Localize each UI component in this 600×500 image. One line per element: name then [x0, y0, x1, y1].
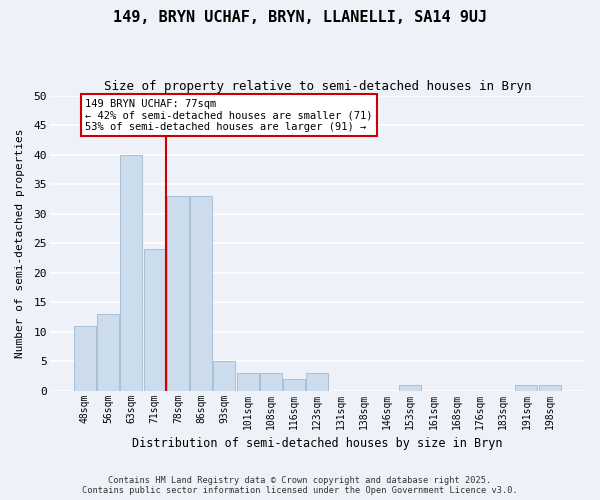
Bar: [214, 361, 235, 390]
Bar: [97, 314, 119, 390]
Bar: [306, 373, 328, 390]
Bar: [190, 196, 212, 390]
Y-axis label: Number of semi-detached properties: Number of semi-detached properties: [15, 128, 25, 358]
Bar: [167, 196, 189, 390]
Bar: [515, 384, 538, 390]
Text: Contains HM Land Registry data © Crown copyright and database right 2025.
Contai: Contains HM Land Registry data © Crown c…: [82, 476, 518, 495]
Text: 149 BRYN UCHAF: 77sqm
← 42% of semi-detached houses are smaller (71)
53% of semi: 149 BRYN UCHAF: 77sqm ← 42% of semi-deta…: [85, 98, 373, 132]
X-axis label: Distribution of semi-detached houses by size in Bryn: Distribution of semi-detached houses by …: [132, 437, 503, 450]
Bar: [143, 249, 166, 390]
Bar: [539, 384, 560, 390]
Bar: [399, 384, 421, 390]
Bar: [283, 379, 305, 390]
Title: Size of property relative to semi-detached houses in Bryn: Size of property relative to semi-detach…: [104, 80, 531, 93]
Bar: [260, 373, 282, 390]
Text: 149, BRYN UCHAF, BRYN, LLANELLI, SA14 9UJ: 149, BRYN UCHAF, BRYN, LLANELLI, SA14 9U…: [113, 10, 487, 25]
Bar: [121, 154, 142, 390]
Bar: [74, 326, 96, 390]
Bar: [236, 373, 259, 390]
